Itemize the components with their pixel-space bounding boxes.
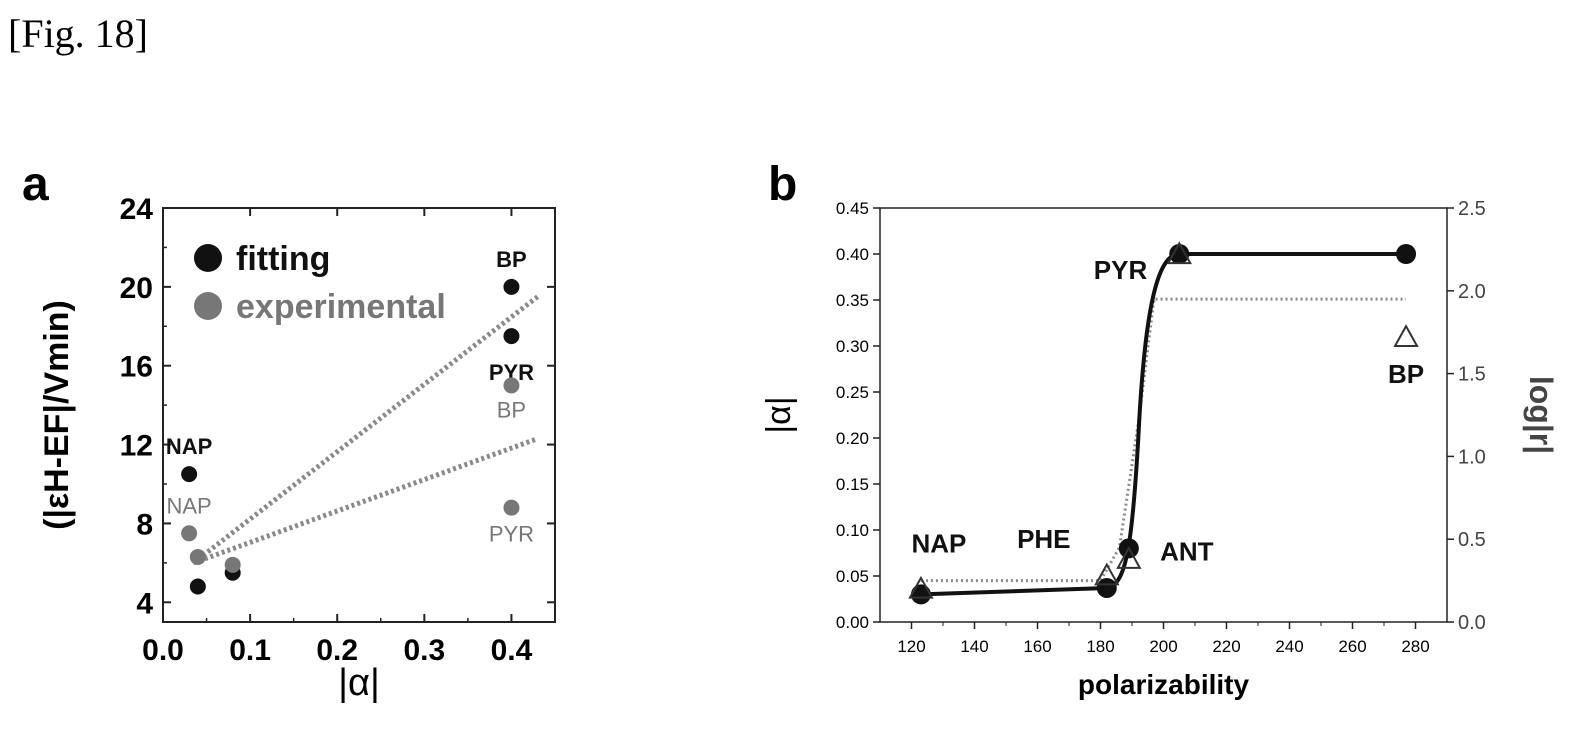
panel-b: 120 140 160 180 200 220 240 260 280 0.00 0.05 0.10 0… <box>760 198 1559 700</box>
panel-a-x-tick-label: 0.0 <box>142 634 184 667</box>
panel-b-point-label: PYR <box>1094 255 1148 285</box>
panel-a-y-tick-label: 8 <box>136 508 153 541</box>
panel-b-y-left-tick-label: 0.40 <box>836 245 869 264</box>
panel-b-point-label: PHE <box>1017 524 1070 554</box>
panel-a-point-label: PYR <box>489 522 534 547</box>
panel-b-y-left-tick-label: 0.20 <box>836 429 869 448</box>
panel-a-trend-line <box>192 436 539 566</box>
panel-b-y-right-tick-label: 2.0 <box>1458 281 1486 303</box>
panel-a-point-label: NAP <box>166 434 212 459</box>
panel-b-y-right-tick-label: 0.0 <box>1458 612 1486 634</box>
panel-b-y-right-axis-label: log|r| <box>1523 376 1559 454</box>
panel-b-alpha-point <box>1169 244 1190 264</box>
panel-b-y-right-tick-label: 1.0 <box>1458 446 1486 468</box>
panel-b-log-r-point <box>1116 546 1142 569</box>
panel-b-log-r-point <box>908 575 934 599</box>
panel-a-point-label: BP <box>497 397 526 422</box>
panel-b-y-left-axis-label: |α| <box>760 396 798 433</box>
panel-a-legend-marker <box>194 244 222 272</box>
panel-b-x-tick-label: 120 <box>897 637 925 656</box>
panel-b-x-tick-label: 180 <box>1086 637 1114 656</box>
panel-a-point-label: NAP <box>167 493 212 518</box>
panel-a-point <box>503 278 520 295</box>
panel-a-frame <box>162 207 556 623</box>
panel-a-point <box>181 525 198 542</box>
panel-a-y-tick-label: 20 <box>120 272 153 305</box>
panel-b-point-label: NAP <box>911 528 966 558</box>
panel-b-alpha-point <box>1096 577 1117 598</box>
panel-a-point <box>503 499 520 516</box>
panel-a-point <box>503 328 520 345</box>
panel-b-x-tick-label: 160 <box>1023 637 1051 656</box>
panel-b-y-left-tick-label: 0.25 <box>836 383 869 402</box>
panel-a-y-tick-label: 16 <box>120 351 153 384</box>
panel-b-alpha-point <box>1396 244 1417 264</box>
panel-b-x-tick-label: 220 <box>1212 637 1240 656</box>
panel-a-trend-line <box>191 294 540 565</box>
panel-a-x-tick-label: 0.4 <box>491 634 533 667</box>
panel-b-point-label: ANT <box>1160 536 1214 566</box>
panel-b-alpha-point <box>910 584 931 605</box>
panel-a-y-axis-label: (|εH-EF|/Vmin) <box>38 300 76 530</box>
panel-b-y-right-tick-label: 1.5 <box>1458 364 1486 386</box>
panel-b-x-tick-label: 140 <box>960 637 988 656</box>
panel-b-y-right-tick-label: 2.5 <box>1458 198 1486 220</box>
panel-a-point <box>503 377 520 394</box>
panel-b-log-r-fit-line <box>920 297 1407 583</box>
panel-a-y-tick-label: 12 <box>120 430 153 463</box>
panel-b-log-r-point <box>1094 562 1120 586</box>
panel-a-x-tick-label: 0.3 <box>403 634 445 667</box>
panel-b-x-tick-label: 280 <box>1401 637 1429 656</box>
panel-b-x-tick-label: 240 <box>1275 637 1303 656</box>
panel-a-legend-label: experimental <box>236 288 446 326</box>
panel-a-legend-marker <box>194 292 222 320</box>
panel-b-x-tick-label: 200 <box>1149 637 1177 656</box>
panel-a-point <box>224 556 241 573</box>
panel-b-y-left-tick-label: 0.45 <box>836 199 869 218</box>
panel-b-x-axis-label: polarizability <box>1078 669 1250 700</box>
panel-a-point <box>181 466 198 483</box>
panel-a-point <box>189 578 206 595</box>
panel-b-log-r-point <box>1166 241 1192 265</box>
panel-b-point-label: BP <box>1388 359 1424 389</box>
panel-b-y-right-tick-label: 0.5 <box>1458 529 1486 551</box>
panel-a-x-tick-label: 0.2 <box>316 634 358 667</box>
panel-a-letter: a <box>22 158 49 211</box>
panel-b-alpha-line <box>920 252 1407 597</box>
panel-a: 0.0 0.1 0.2 0.3 0.4 4 8 12 16 20 24 |α| (|εH-EF|/Vmi… <box>38 193 556 704</box>
panel-a-y-tick-label: 4 <box>136 587 153 620</box>
figure-caption: [Fig. 18] <box>8 11 148 56</box>
panel-a-point <box>189 548 206 565</box>
panel-b-letter: b <box>768 158 797 211</box>
panel-a-y-tick-label: 24 <box>120 193 154 226</box>
panel-b-y-left-tick-label: 0.35 <box>836 291 869 310</box>
panel-b-x-tick-label: 260 <box>1338 637 1366 656</box>
panel-a-point-label: BP <box>496 247 527 272</box>
panel-b-y-left-tick-label: 0.30 <box>836 337 869 356</box>
panel-b-y-left-tick-label: 0.15 <box>836 475 869 494</box>
panel-b-y-left-tick-label: 0.05 <box>836 567 869 586</box>
panel-b-log-r-point <box>1393 324 1419 347</box>
panel-b-y-left-tick-label: 0.10 <box>836 521 869 540</box>
panel-a-legend-label: fitting <box>236 240 330 278</box>
panel-b-y-left-tick-label: 0.00 <box>836 613 869 632</box>
panel-a-x-tick-label: 0.1 <box>229 634 271 667</box>
panel-a-x-axis-label: |α| <box>338 662 380 704</box>
